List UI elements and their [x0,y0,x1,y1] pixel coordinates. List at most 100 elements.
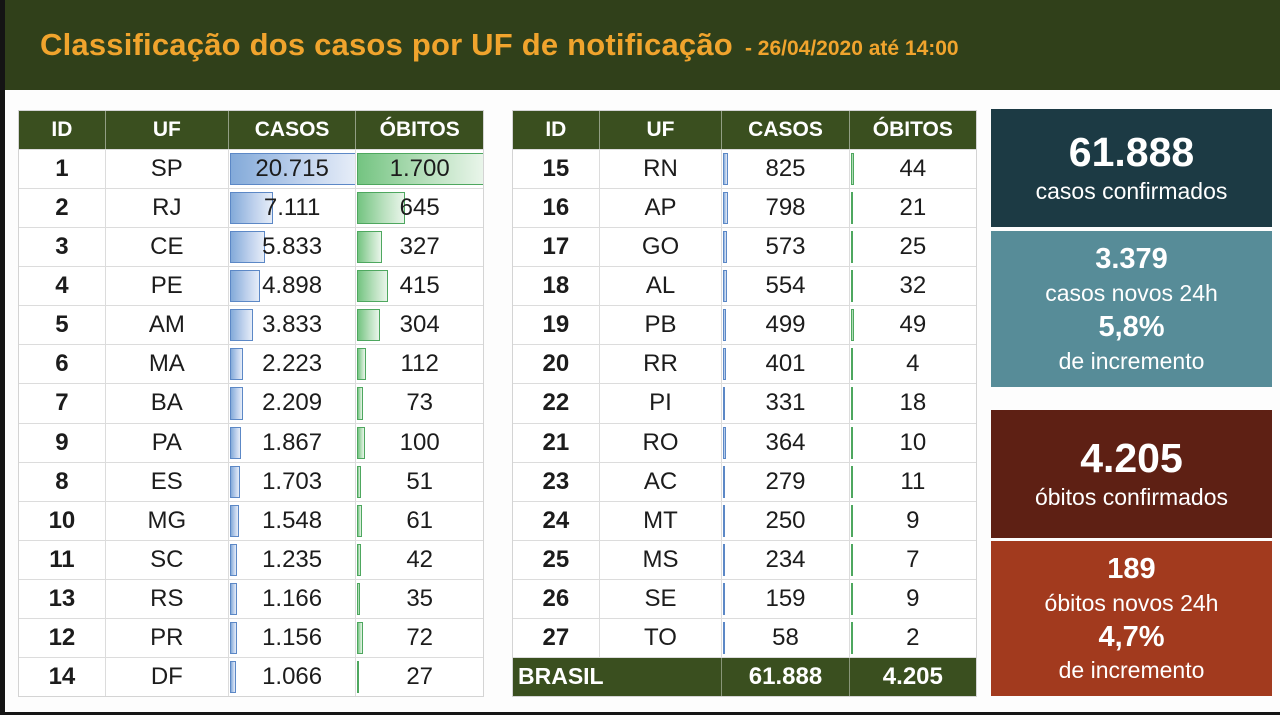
casos-cell: 554 [721,267,848,306]
casos-value: 1.867 [262,428,323,456]
obitos-cell: 4 [848,345,976,384]
casos-value: 1.235 [262,545,323,573]
page-title-date: - 26/04/2020 até 14:00 [744,37,959,60]
obitos-value: 327 [399,233,440,261]
uf-cell: TO [598,618,722,657]
casos-databar [723,270,727,303]
casos-databar [229,192,274,225]
casos-databar [723,504,726,537]
casos-value: 7.111 [263,194,321,222]
table-header-row: ID UF CASOS ÓBITOS [19,111,483,150]
casos-cell: 58 [721,618,848,657]
column-header-casos: CASOS [721,111,848,150]
obitos-cell: 73 [355,384,483,423]
card-obitos-confirmados-value: 4.205 [1080,435,1183,482]
casos-cell: 401 [721,345,848,384]
obitos-databar [850,504,853,537]
casos-databar [229,465,241,498]
uf-cell: MG [104,501,228,540]
uf-cell: PA [104,423,228,462]
obitos-databar [357,192,406,225]
column-header-uf: UF [598,111,722,150]
obitos-cell: 25 [848,228,976,267]
table-row: 12 PR 1.156 72 [19,617,483,657]
casos-databar [723,621,726,654]
casos-databar [229,543,238,576]
obitos-databar [850,621,853,654]
casos-cell: 1.703 [227,462,356,501]
casos-cell: 798 [721,189,848,228]
obitos-cell: 9 [848,501,976,540]
page-title-text: Classificação dos casos por UF de notifi… [40,27,733,62]
table-row: 1 SP 20.715 1.700 [19,149,483,189]
obitos-value: 11 [900,467,926,495]
obitos-value: 35 [406,584,434,612]
obitos-databar [357,153,483,186]
summary-cards: 61.888 casos confirmados 3.379 casos novos … [991,109,1272,696]
id-cell: 13 [48,584,76,612]
id-cell: 25 [542,545,570,573]
casos-cell: 573 [721,228,848,267]
card-casos-novos-24h-value: 3.379 [1095,243,1168,276]
casos-value: 58 [772,623,799,651]
obitos-value: 2 [906,623,920,651]
casos-value: 401 [765,350,806,378]
obitos-databar [357,621,363,654]
id-cell: 5 [55,311,69,339]
table-row: 24 MT 250 9 [513,500,976,540]
obitos-cell: 18 [848,384,976,423]
obitos-databar [357,348,366,381]
id-cell: 12 [48,623,76,651]
casos-cell: 364 [721,423,848,462]
card-casos-novos-24h-label: casos novos 24h [1045,280,1218,307]
uf-cell: PR [104,618,228,657]
uf-cell: BA [104,384,228,423]
uf-cell: RJ [104,189,228,228]
table-row: 2 RJ 7.111 645 [19,188,483,228]
table-row: 5 AM 3.833 304 [19,305,483,345]
obitos-value: 73 [406,389,434,417]
table-header-row: ID UF CASOS ÓBITOS [513,111,976,150]
obitos-cell: 304 [355,306,483,345]
casos-databar [229,309,254,342]
uf-cell: AP [598,189,722,228]
obitos-databar [357,465,362,498]
casos-cell: 2.209 [227,384,356,423]
card-obitos-confirmados: 4.205 óbitos confirmados [991,410,1272,538]
obitos-cell: 44 [848,150,976,189]
column-header-id: ID [545,118,567,142]
table-row: 17 GO 573 25 [513,227,976,267]
casos-cell: 2.223 [227,345,356,384]
card-obitos-novos-24h: 189 óbitos novos 24h 4,7% de incremento [991,541,1272,696]
casos-value: 250 [765,506,806,534]
obitos-cell: 10 [848,423,976,462]
id-cell: 22 [542,389,570,417]
obitos-value: 10 [899,428,927,456]
obitos-databar [357,660,360,693]
id-cell: 10 [48,506,76,534]
obitos-value: 112 [400,350,439,378]
obitos-databar [850,192,853,225]
uf-cell: DF [104,657,228,696]
card-obitos-novos-24h-value: 4,7% [1098,620,1165,653]
id-cell: 16 [542,194,570,222]
obitos-value: 100 [399,428,440,456]
casos-databar [723,582,726,615]
obitos-databar [850,348,853,381]
uf-cell: MA [104,345,228,384]
obitos-databar [357,387,363,420]
page-title: Classificação dos casos por UF de notifi… [40,27,959,63]
casos-databar [229,426,242,459]
obitos-databar [357,231,382,264]
casos-databar [229,348,244,381]
obitos-databar [357,426,365,459]
id-cell: 18 [542,272,570,300]
id-cell: 20 [542,350,570,378]
obitos-value: 9 [906,584,920,612]
obitos-databar [357,270,389,303]
casos-databar [229,387,244,420]
casos-value: 1.066 [262,662,323,690]
card-obitos-novos-24h-value: 189 [1107,552,1156,585]
casos-cell: 234 [721,540,848,579]
table-row: 4 PE 4.898 415 [19,266,483,306]
